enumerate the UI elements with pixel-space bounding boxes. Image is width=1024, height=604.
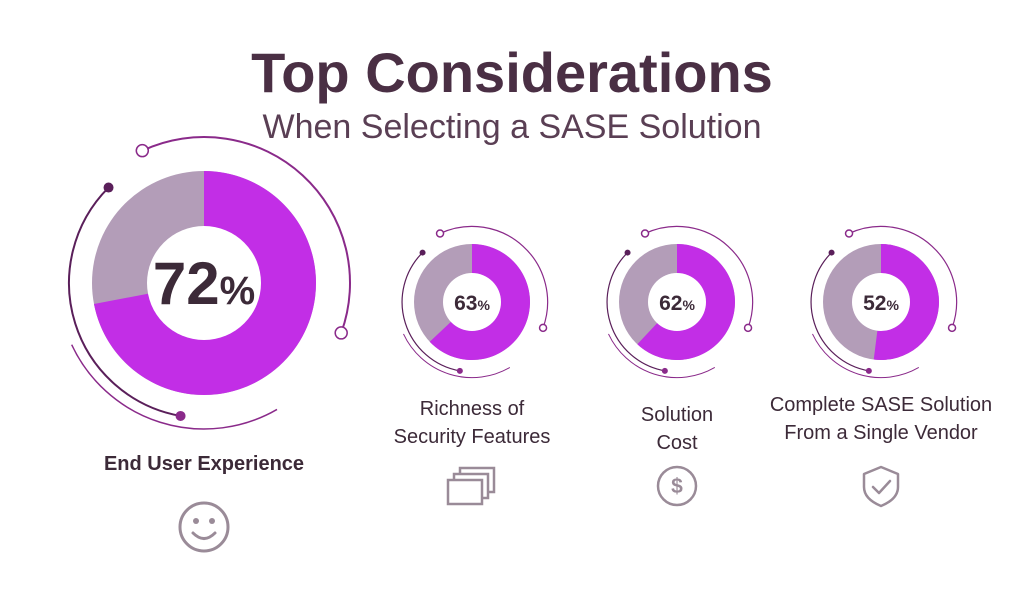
- ring-dot: [435, 229, 445, 238]
- percentage-sign: %: [682, 297, 695, 313]
- percentage-label: 62%: [659, 292, 695, 315]
- category-label: Security Features: [394, 426, 551, 448]
- donut-hole: [852, 273, 910, 331]
- ring-dot: [135, 143, 150, 158]
- outer-ring-arc: [812, 333, 920, 379]
- donut-chart-4: 52% Complete SASE Solution From a Single V…: [770, 225, 992, 508]
- dollar-coin-icon: $: [656, 465, 698, 507]
- outer-ring-arc: [606, 252, 665, 372]
- category-label: Richness of: [420, 398, 525, 420]
- donut-chart-1: 72% End User Experience: [68, 136, 351, 553]
- percentage-label: 52%: [863, 292, 899, 315]
- ring-dot: [538, 323, 548, 333]
- ring-dot: [624, 249, 631, 256]
- percentage-label: 72%: [153, 250, 255, 317]
- donut-hole: [648, 273, 706, 331]
- ring-dot: [865, 367, 872, 374]
- donut-hole: [443, 273, 501, 331]
- ring-dot: [828, 249, 835, 256]
- smiley-face-icon: [178, 501, 230, 553]
- ring-dot: [456, 367, 463, 374]
- ring-dot: [844, 229, 854, 238]
- ring-dot: [103, 182, 114, 193]
- ring-dot: [661, 367, 668, 374]
- outer-ring-arc: [644, 225, 754, 329]
- percentage-value: 52: [863, 292, 886, 315]
- ring-dot: [743, 323, 753, 333]
- percentage-label: 63%: [454, 292, 490, 315]
- outer-ring-arc: [439, 225, 549, 329]
- percentage-sign: %: [220, 269, 256, 313]
- page-title: Top Considerations: [251, 41, 773, 104]
- donut-chart-3: 62% Solution Cost $: [606, 225, 754, 507]
- page-subtitle: When Selecting a SASE Solution: [263, 108, 762, 146]
- ring-dot: [175, 410, 186, 421]
- category-label: Solution: [641, 404, 713, 426]
- outer-ring-arc: [848, 225, 958, 329]
- percentage-value: 72: [153, 250, 220, 317]
- ring-dot: [947, 323, 957, 333]
- stacked-layers-icon: [446, 466, 496, 506]
- outer-ring-arc: [403, 333, 511, 379]
- category-label: From a Single Vendor: [784, 422, 978, 444]
- percentage-value: 63: [454, 292, 477, 315]
- donut-chart-2: 63% Richness of Security Features: [394, 225, 551, 506]
- outer-ring-arc: [70, 344, 278, 430]
- donut-hole: [147, 226, 261, 340]
- shield-check-icon: [862, 465, 900, 508]
- percentage-value: 62: [659, 292, 682, 315]
- outer-ring-arc: [141, 136, 351, 334]
- percentage-sign: %: [886, 297, 899, 313]
- ring-dot: [419, 249, 426, 256]
- category-label: Complete SASE Solution: [770, 394, 992, 416]
- svg-text:$: $: [671, 475, 683, 498]
- outer-ring-arc: [68, 186, 181, 417]
- percentage-sign: %: [477, 297, 490, 313]
- category-label: Cost: [656, 432, 698, 454]
- outer-ring-arc: [810, 252, 869, 372]
- ring-dot: [640, 229, 650, 238]
- donut-charts-group: 72% End User Experience 63% Richness of Secu…: [68, 136, 992, 553]
- category-label: End User Experience: [104, 453, 304, 475]
- outer-ring-arc: [608, 333, 716, 379]
- ring-dot: [334, 326, 348, 340]
- outer-ring-arc: [401, 252, 460, 372]
